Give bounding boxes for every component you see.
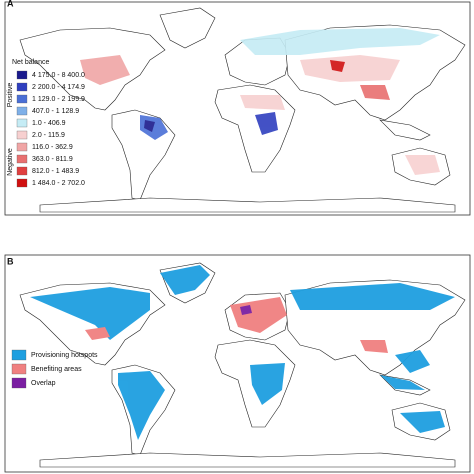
panel-a: A Net balance Positive Negative 4 175.0 … (4, 0, 471, 216)
map-shading (30, 265, 455, 440)
legend-swatch (16, 70, 28, 80)
legend-swatch (11, 377, 27, 389)
legend-swatch (16, 118, 28, 128)
legend-title: Net balance (12, 59, 49, 66)
legend-label: 2.0 - 115.9 (32, 132, 65, 139)
panel-b: B Provisioning hotspots Benefiting areas O… (4, 254, 471, 473)
legend-label: Overlap (31, 380, 56, 387)
legend-label: 2 200.0 - 4 174.9 (32, 84, 85, 91)
legend-label: 363.0 - 811.9 (32, 156, 73, 163)
legend-label: 1.0 - 406.9 (32, 120, 66, 127)
legend-swatch (16, 82, 28, 92)
legend-label: 1 484.0 - 2 702.0 (32, 180, 85, 187)
legend-label: 116.0 - 362.9 (32, 144, 73, 151)
legend-label: Provisioning hotspots (31, 352, 98, 359)
legend-swatch (11, 349, 27, 361)
legend-label: Benefiting areas (31, 366, 82, 373)
legend-label: 4 175.0 - 8 400.0 (32, 72, 85, 79)
legend-swatch (16, 130, 28, 140)
positive-label: Positive (7, 83, 14, 108)
panel-letter: B (7, 256, 14, 266)
legend-label: 812.0 - 1 483.9 (32, 168, 79, 175)
legend-swatch (16, 94, 28, 104)
negative-label: Negative (7, 148, 14, 176)
map-shading (80, 28, 440, 175)
panel-letter: A (7, 0, 14, 8)
panel-frame (4, 254, 471, 473)
legend-label: 407.0 - 1 128.9 (32, 108, 79, 115)
legend-swatch (11, 363, 27, 375)
legend-swatch (16, 166, 28, 176)
legend-label: 1 129.0 - 2 199.9 (32, 96, 85, 103)
panel-frame (4, 1, 471, 216)
legend-swatch (16, 154, 28, 164)
legend: 4 175.0 - 8 400.0 2 200.0 - 4 174.9 1 129.… (16, 70, 85, 188)
legend: Provisioning hotspots Benefiting areas Ove… (11, 349, 98, 389)
legend-swatch (16, 178, 28, 188)
legend-swatch (16, 106, 28, 116)
legend-swatch (16, 142, 28, 152)
